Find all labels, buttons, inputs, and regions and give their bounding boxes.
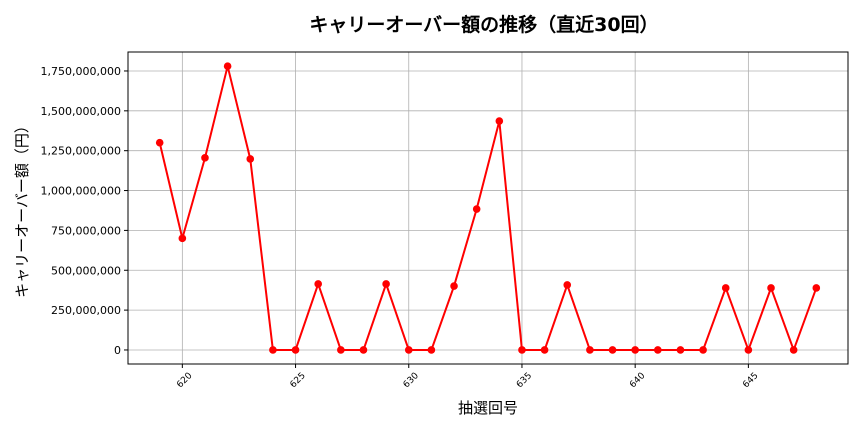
data-point — [450, 282, 458, 290]
series-line — [155, 62, 821, 354]
plot-frame — [127, 51, 849, 365]
data-point — [246, 155, 255, 163]
y-tick-label: 750,000,000 — [51, 224, 121, 237]
y-tick-label: 1,250,000,000 — [41, 145, 121, 158]
data-point — [495, 117, 504, 125]
data-point — [427, 346, 436, 354]
x-axis-label: 抽選回号 — [458, 399, 518, 417]
data-point — [789, 346, 798, 354]
data-point — [767, 284, 775, 292]
y-tick-label: 0 — [114, 344, 121, 357]
data-point — [654, 346, 662, 354]
data-point — [744, 346, 753, 354]
data-point — [699, 346, 707, 354]
y-tick-label: 1,750,000,000 — [41, 65, 121, 78]
x-tick-label: 630 — [402, 371, 421, 390]
data-point — [608, 346, 617, 354]
data-point — [812, 284, 821, 292]
x-tick-label: 620 — [175, 371, 194, 390]
data-point — [631, 346, 639, 354]
y-tick-label: 1,500,000,000 — [41, 105, 121, 118]
y-tick-label: 250,000,000 — [51, 304, 121, 317]
x-tick-label: 625 — [289, 371, 308, 390]
data-point — [404, 346, 413, 354]
data-point — [586, 346, 594, 354]
data-point — [540, 346, 549, 354]
data-point — [155, 138, 164, 147]
data-point — [721, 284, 730, 292]
y-tick-label: 500,000,000 — [51, 264, 121, 277]
data-point — [201, 154, 209, 162]
chart-title: キャリーオーバー額の推移（直近30回） — [309, 13, 658, 36]
data-point — [676, 346, 685, 354]
data-point — [223, 62, 232, 70]
data-point — [563, 281, 572, 289]
x-tick-label: 635 — [515, 371, 534, 390]
x-tick-label: 640 — [628, 371, 647, 390]
x-axis: 620 625 630 635 640 645 — [175, 364, 761, 390]
data-point — [178, 234, 187, 243]
data-point — [359, 346, 368, 354]
data-point — [291, 346, 300, 354]
data-point — [518, 346, 526, 354]
y-tick-label: 1,000,000,000 — [41, 185, 121, 198]
data-point — [382, 280, 390, 288]
data-line — [158, 65, 818, 353]
y-axis: 0 250,000,000 500,000,000 750,000,000 1,000,… — [41, 65, 128, 357]
y-axis-label: キャリーオーバー額（円） — [13, 118, 31, 298]
data-point — [269, 346, 277, 354]
data-point — [314, 280, 322, 288]
x-tick-label: 645 — [741, 371, 760, 390]
data-point — [472, 205, 481, 213]
data-point — [337, 346, 345, 354]
